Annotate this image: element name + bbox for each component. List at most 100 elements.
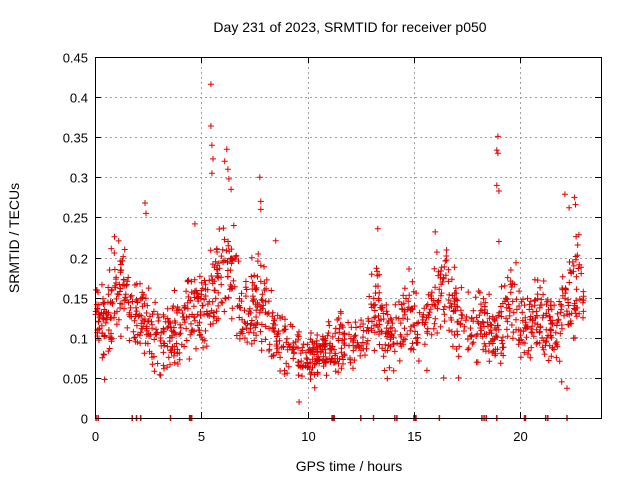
data-point xyxy=(578,270,585,277)
data-point xyxy=(494,346,501,353)
y-tick-label: 0.35 xyxy=(63,131,88,146)
data-point xyxy=(486,315,493,322)
data-point xyxy=(445,278,452,285)
data-point xyxy=(408,323,415,330)
data-point xyxy=(352,319,359,326)
data-point xyxy=(174,361,181,367)
data-point xyxy=(566,204,573,211)
data-point xyxy=(443,253,450,259)
data-point xyxy=(236,335,243,342)
data-point xyxy=(256,174,263,181)
data-point xyxy=(335,369,342,376)
data-point xyxy=(334,316,341,323)
data-point xyxy=(127,294,134,300)
data-point xyxy=(318,348,325,355)
data-point xyxy=(253,307,260,314)
data-point xyxy=(366,293,373,300)
data-point xyxy=(256,301,263,308)
data-point xyxy=(419,313,426,320)
data-point xyxy=(532,314,539,321)
data-point xyxy=(341,340,347,347)
data-point xyxy=(208,170,215,177)
data-point xyxy=(396,357,403,364)
data-point xyxy=(223,247,230,254)
data-point xyxy=(438,281,445,288)
data-point xyxy=(465,345,472,352)
data-point xyxy=(249,279,256,286)
data-point xyxy=(233,252,240,259)
data-point xyxy=(250,298,257,304)
data-point xyxy=(311,371,318,378)
x-axis-label: GPS time / hours xyxy=(296,458,403,474)
data-point xyxy=(499,334,506,341)
data-point xyxy=(241,335,248,342)
data-point xyxy=(284,335,290,342)
data-point xyxy=(151,368,158,375)
data-point xyxy=(458,284,465,291)
data-point xyxy=(322,359,329,366)
data-point xyxy=(441,303,448,310)
data-point xyxy=(416,309,423,316)
data-point xyxy=(387,343,394,350)
data-point xyxy=(307,371,314,378)
data-point xyxy=(575,231,582,238)
data-point xyxy=(129,298,136,305)
data-point xyxy=(105,348,112,355)
data-point xyxy=(572,310,579,317)
data-point xyxy=(164,315,171,322)
data-point xyxy=(191,276,198,283)
data-point xyxy=(263,285,270,292)
data-point xyxy=(262,336,269,343)
data-point xyxy=(253,314,260,320)
data-point xyxy=(161,365,167,372)
data-point xyxy=(139,294,146,301)
data-point xyxy=(111,266,118,273)
data-point xyxy=(448,276,455,283)
data-point xyxy=(209,280,216,287)
data-point xyxy=(268,353,275,360)
data-point xyxy=(193,287,200,294)
x-tick-label: 20 xyxy=(513,429,527,444)
data-point xyxy=(503,315,509,322)
data-point xyxy=(251,337,258,344)
data-point xyxy=(424,328,431,335)
data-point xyxy=(529,316,536,323)
data-point xyxy=(274,341,281,348)
data-point xyxy=(494,150,501,157)
data-point xyxy=(520,296,526,303)
data-point xyxy=(375,297,382,304)
data-point xyxy=(121,305,128,312)
data-point xyxy=(531,276,538,283)
data-point xyxy=(137,329,144,336)
data-point xyxy=(265,298,272,305)
data-point xyxy=(442,258,449,264)
data-point xyxy=(244,339,251,346)
data-point xyxy=(120,253,127,260)
data-point xyxy=(527,354,534,361)
data-point xyxy=(306,366,313,373)
data-point xyxy=(547,317,554,324)
data-point xyxy=(552,329,559,336)
data-point xyxy=(437,292,444,299)
data-point xyxy=(284,346,291,353)
data-point xyxy=(151,336,158,343)
data-point xyxy=(106,267,113,273)
data-point xyxy=(227,267,234,274)
data-point xyxy=(280,343,287,350)
data-point xyxy=(238,298,245,305)
data-point xyxy=(376,321,383,328)
data-point xyxy=(464,346,471,353)
data-point xyxy=(154,311,161,318)
data-point xyxy=(166,334,173,341)
data-point xyxy=(186,356,193,362)
data-point xyxy=(108,287,115,294)
data-point xyxy=(285,341,292,348)
data-point xyxy=(188,320,194,327)
data-point xyxy=(470,339,477,346)
data-point xyxy=(480,295,487,302)
data-point xyxy=(132,334,138,341)
data-point xyxy=(435,272,442,279)
data-point xyxy=(474,359,481,366)
data-point xyxy=(470,307,477,314)
data-point xyxy=(249,293,256,300)
